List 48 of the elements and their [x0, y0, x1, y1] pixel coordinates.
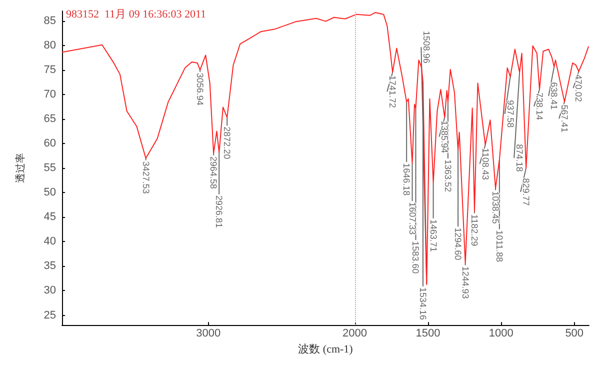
y-tick-label: 60: [44, 138, 56, 150]
y-tick-label: 75: [44, 64, 56, 76]
x-tick-label: 500: [565, 328, 584, 340]
y-tick-label: 40: [44, 236, 56, 248]
annotation: 1244.93: [460, 266, 470, 299]
annotation: 1385.94: [440, 120, 450, 154]
annotation: 1038.45: [490, 191, 501, 224]
y-tick-label: 25: [44, 309, 56, 322]
annotation: 1646.18: [402, 163, 412, 196]
annotation: 829.77: [521, 178, 532, 206]
annotation: 874.18: [514, 144, 525, 172]
annotation: 3427.53: [140, 161, 151, 194]
annotation: 937.58: [505, 100, 516, 128]
y-tick-label: 85: [44, 14, 56, 27]
annotation: 1182.29: [469, 214, 480, 246]
annotation: 1534.16: [418, 287, 428, 320]
annotation: 2964.58: [208, 156, 219, 189]
annotation: 1607.33: [407, 202, 418, 235]
annotation: 983152 11月 09 16:36:03 2011: [66, 8, 206, 20]
x-tick-label: 2000: [342, 328, 368, 340]
y-tick-label: 70: [44, 88, 56, 100]
annotation: 1011.88: [494, 230, 504, 262]
y-tick-label: 80: [44, 39, 56, 52]
annotation: 567.41: [559, 104, 570, 132]
x-tick-label: 1500: [416, 328, 440, 340]
x-tick-label: 1000: [488, 328, 514, 340]
annotation: 638.41: [549, 82, 560, 110]
annotation: 1508.96: [422, 30, 432, 64]
annotation: 1741.72: [388, 75, 398, 108]
annotation: 2872.20: [222, 126, 232, 160]
y-tick-label: 50: [44, 186, 56, 199]
y-tick-label: 55: [44, 162, 56, 174]
annotation: 1463.71: [428, 219, 438, 252]
annotation: 1363.52: [442, 160, 453, 192]
annotation: 1108.43: [480, 148, 490, 180]
y-tick-label: 65: [44, 112, 56, 125]
annotation: 2926.81: [214, 195, 224, 228]
annotation: 1583.60: [410, 241, 421, 274]
y-axis-title: 透过率: [14, 153, 26, 184]
y-tick-label: 35: [44, 260, 56, 272]
annotation: 1294.60: [453, 228, 464, 260]
y-tick-label: 45: [44, 211, 56, 224]
x-axis-title: 波数 (cm-1): [298, 342, 354, 356]
x-tick-label: 3000: [196, 328, 221, 340]
annotation: 3056.94: [195, 72, 206, 106]
annotation: 470.02: [574, 74, 584, 102]
annotation: 738.14: [534, 92, 544, 120]
y-tick-label: 30: [44, 284, 56, 297]
